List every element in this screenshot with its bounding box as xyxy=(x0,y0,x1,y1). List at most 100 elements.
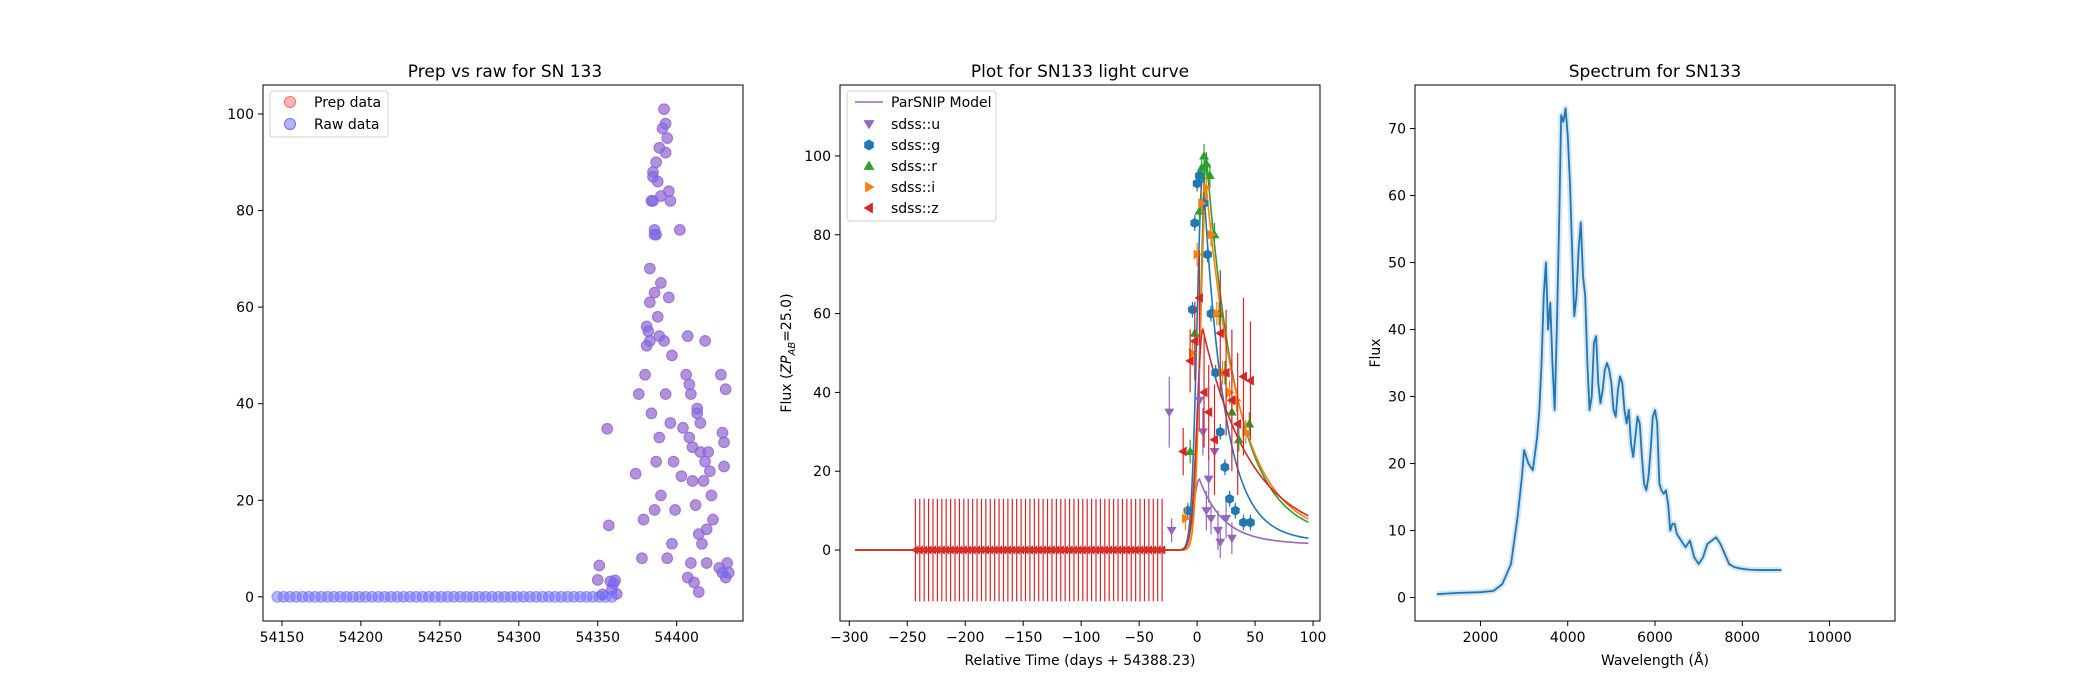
observation-point xyxy=(1198,198,1207,209)
raw-data-point xyxy=(685,388,697,400)
panel2-y-tick-label: 20 xyxy=(813,464,831,480)
panel3-x-ticks: 2000 4000 6000 8000 10000 xyxy=(1463,621,1852,646)
raw-data-point xyxy=(644,262,656,275)
panel1-x-tick-label: 54400 xyxy=(654,630,699,646)
observation-point xyxy=(1209,434,1218,445)
panel2-x-tick-label: −300 xyxy=(830,630,868,646)
panel3-y-tick-label: 0 xyxy=(1397,591,1406,607)
raw-data-point xyxy=(629,467,642,480)
panel1-legend-box xyxy=(269,90,389,138)
raw-data-point xyxy=(659,388,672,400)
raw-data-point xyxy=(689,499,702,511)
panel1-x-tick-label: 54200 xyxy=(339,630,384,646)
observation-point xyxy=(1215,328,1224,339)
raw-data-point xyxy=(632,388,645,400)
raw-data-point xyxy=(651,310,664,323)
raw-data-point xyxy=(707,513,719,526)
panel1-frame xyxy=(262,84,744,622)
panel2-y-tick-label: 80 xyxy=(813,228,831,244)
raw-data-point xyxy=(722,566,735,579)
raw-data-point xyxy=(718,460,730,473)
panel1-x-tick-label: 54250 xyxy=(418,630,463,646)
raw-data-point xyxy=(664,195,677,207)
raw-data-point xyxy=(697,475,710,487)
panel2-title: Plot for SN133 light curve xyxy=(971,62,1189,82)
panel1-y-tick-label: 20 xyxy=(236,493,254,509)
panel2-y-tick-label: 40 xyxy=(813,385,831,401)
observation-point xyxy=(1226,387,1235,398)
observation-point xyxy=(1190,217,1200,228)
observation-point xyxy=(1166,526,1177,536)
raw-data-point xyxy=(662,291,675,304)
raw-data-point xyxy=(692,586,705,598)
observation-point xyxy=(1239,517,1248,528)
panel1-legend: Prep data Raw data xyxy=(269,90,389,138)
raw-data-point xyxy=(650,455,662,468)
panel3-y-label: Flux xyxy=(1368,338,1384,367)
legend-sdss-i-label: sdss::i xyxy=(891,180,935,196)
observation-point xyxy=(1185,355,1194,366)
panel2-x-tick-label: −150 xyxy=(1004,630,1042,646)
legend-sdss-r-label: sdss::r xyxy=(891,159,937,175)
raw-data-point xyxy=(606,591,618,603)
raw-data-point xyxy=(658,335,670,347)
panel1-x-tick-label: 54300 xyxy=(497,630,542,646)
spectrum-panel: Spectrum for SN133 2000 4000 6000 8000 10000… xyxy=(1368,62,1896,669)
panel2-legend-box xyxy=(846,90,997,222)
panel3-y-tick-label: 30 xyxy=(1388,390,1406,406)
panel3-x-tick-label: 8000 xyxy=(1724,630,1760,646)
panel3-y-tick-label: 20 xyxy=(1388,457,1406,473)
legend-sdss-z-marker xyxy=(863,202,873,214)
panel3-x-tick-label: 6000 xyxy=(1637,630,1673,646)
panel2-x-ticks: −300 −250 −200 −150 −100 −50 0 50 100 xyxy=(830,621,1326,646)
observation-point xyxy=(1206,515,1217,524)
observation-point xyxy=(1202,182,1212,193)
raw-data-point xyxy=(650,228,662,241)
observation-point xyxy=(1221,515,1232,524)
raw-data-point xyxy=(669,504,681,516)
raw-data-point xyxy=(667,455,680,468)
legend-sdss-i-marker xyxy=(865,181,875,193)
raw-data-point xyxy=(691,402,704,415)
panel1-y-tick-label: 100 xyxy=(227,107,254,123)
raw-data-point xyxy=(674,224,686,236)
spectrum-line xyxy=(1436,107,1782,596)
raw-data-point xyxy=(647,166,659,178)
panel1-y-tick-label: 60 xyxy=(236,300,254,316)
observation-point xyxy=(1194,292,1203,303)
raw-data-point xyxy=(666,537,678,550)
panel2-frame xyxy=(839,84,1321,622)
observation-point xyxy=(1206,308,1216,319)
raw-data-point xyxy=(702,446,715,458)
panel2-clipped-content xyxy=(855,144,1309,602)
panel3-plot-area xyxy=(1436,105,1782,598)
raw-data-point xyxy=(699,335,711,347)
raw-data-point xyxy=(721,557,734,569)
panel2-y-tick-label: 0 xyxy=(822,543,831,559)
panel1-x-tick-label: 54350 xyxy=(575,630,620,646)
legend-prep-label: Prep data xyxy=(314,95,381,111)
panel2-legend: ParSNIP Model sdss::usdss::gsdss::rsdss:… xyxy=(846,90,997,222)
legend-sdss-u-label: sdss::u xyxy=(891,117,940,133)
observation-point xyxy=(1232,418,1242,429)
raw-data-point xyxy=(648,504,661,516)
panel1-y-tick-label: 80 xyxy=(236,204,254,220)
panel2-x-tick-label: −200 xyxy=(946,630,984,646)
raw-data-point xyxy=(699,455,711,468)
raw-data-point xyxy=(651,175,664,188)
raw-data-point xyxy=(683,431,696,444)
observation-point xyxy=(1178,446,1187,457)
panel3-y-tick-label: 10 xyxy=(1388,524,1406,540)
panel1-y-tick-label: 40 xyxy=(236,397,254,413)
observation-point xyxy=(1204,170,1215,180)
raw-data-point xyxy=(653,431,666,444)
legend-sdss-z-label: sdss::z xyxy=(891,201,939,217)
panel2-x-tick-label: 0 xyxy=(1193,630,1202,646)
observation-point xyxy=(1233,434,1244,444)
panel1-x-ticks: 54150 54200 54250 54300 54350 54400 xyxy=(260,621,699,646)
raw-data-point xyxy=(664,417,677,429)
raw-data-point xyxy=(677,422,689,434)
legend-sdss-r-marker xyxy=(863,160,875,170)
panel3-x-label: Wavelength (Å) xyxy=(1601,652,1709,669)
